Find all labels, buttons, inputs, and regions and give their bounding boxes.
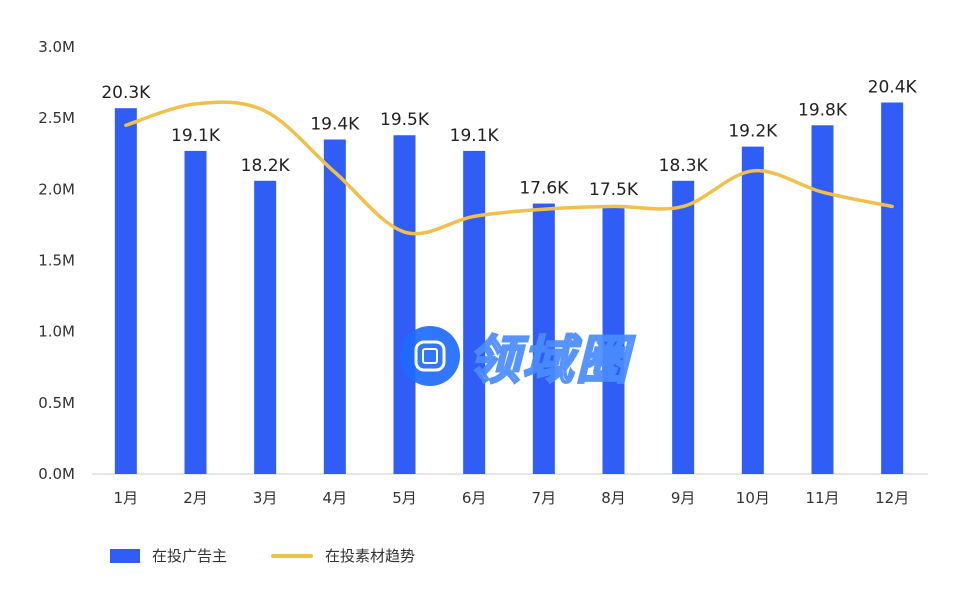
- bar-data-label: 19.5K: [380, 110, 430, 130]
- legend-item-bar: 在投广告主: [110, 545, 227, 566]
- legend-label-bar: 在投广告主: [152, 547, 228, 565]
- trend-line: [124, 100, 894, 236]
- x-tick-label: 11月: [805, 489, 839, 507]
- bar-data-label: 19.1K: [450, 126, 500, 146]
- bar: [532, 203, 555, 475]
- watermark: 领域圈: [400, 318, 630, 393]
- x-tick-label: 2月: [183, 489, 208, 507]
- bar-data-label: 19.4K: [310, 115, 360, 135]
- bar-data-label: 18.2K: [241, 156, 291, 176]
- y-tick-label: 3.0M: [38, 38, 75, 56]
- bar: [602, 204, 625, 475]
- y-tick-label: 0.0M: [38, 465, 75, 483]
- bar-series: [114, 102, 904, 475]
- x-tick-label: 6月: [462, 489, 487, 507]
- y-tick-label: 2.5M: [38, 109, 75, 127]
- bar: [254, 180, 277, 474]
- legend: 在投广告主 在投素材趋势: [110, 545, 459, 566]
- legend-item-line: 在投素材趋势: [271, 545, 415, 566]
- x-tick-label: 9月: [671, 489, 696, 507]
- bar: [881, 102, 904, 474]
- watermark-text: 领域圈: [467, 330, 631, 392]
- y-tick-label: 2.0M: [38, 180, 75, 198]
- line-series: [124, 100, 894, 236]
- legend-swatch-line: [271, 553, 314, 558]
- y-tick-label: 0.5M: [38, 394, 75, 412]
- bar: [393, 135, 416, 474]
- bar: [741, 146, 764, 474]
- bar: [184, 150, 207, 475]
- data-labels: 20.3K 19.1K 18.2K 19.4K 19.5K 19.1K 17.6K 17.5K…: [101, 78, 917, 200]
- y-axis: 0.0M 0.5M 1.0M 1.5M 2.0M 2.5M 3.0M: [38, 38, 75, 483]
- bar-data-label: 20.4K: [868, 78, 918, 98]
- square-logo-icon: [400, 325, 460, 386]
- y-tick-label: 1.5M: [38, 252, 75, 270]
- x-tick-label: 1月: [114, 489, 139, 507]
- bar: [672, 180, 695, 474]
- bar-data-label: 18.3K: [659, 156, 709, 176]
- bar-data-label: 19.2K: [728, 122, 778, 142]
- x-tick-label: 4月: [323, 489, 348, 507]
- x-tick-label: 3月: [253, 489, 278, 507]
- legend-swatch-bar: [110, 548, 140, 563]
- bar-data-label: 19.1K: [171, 126, 221, 146]
- bar: [463, 150, 486, 475]
- x-axis: 1月 2月 3月 4月 5月 6月 7月 8月 9月 10月 11月 12月: [92, 473, 928, 507]
- x-tick-label: 8月: [601, 489, 626, 507]
- bar-data-label: 19.8K: [798, 100, 848, 120]
- x-tick-label: 7月: [532, 489, 557, 507]
- y-tick-label: 1.0M: [38, 323, 75, 341]
- x-tick-label: 5月: [392, 489, 417, 507]
- x-tick-label: 12月: [875, 489, 909, 507]
- bar-data-label: 20.3K: [101, 83, 151, 103]
- bar: [114, 108, 137, 474]
- x-tick-label: 10月: [736, 489, 770, 507]
- bar-data-label: 17.5K: [589, 180, 639, 200]
- bar: [811, 125, 834, 475]
- bar-data-label: 17.6K: [519, 179, 569, 199]
- bar: [323, 139, 346, 474]
- legend-label-line: 在投素材趋势: [325, 547, 416, 565]
